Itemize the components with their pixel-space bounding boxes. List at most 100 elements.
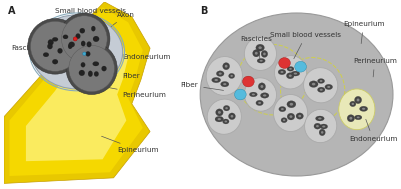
- Text: Small blood vessels: Small blood vessels: [270, 32, 342, 59]
- Ellipse shape: [312, 83, 315, 85]
- Ellipse shape: [349, 117, 352, 120]
- Ellipse shape: [206, 57, 242, 95]
- Text: Perineurium: Perineurium: [109, 88, 166, 98]
- Ellipse shape: [339, 89, 375, 130]
- Ellipse shape: [321, 131, 324, 134]
- Ellipse shape: [30, 21, 80, 71]
- Ellipse shape: [347, 115, 354, 122]
- Ellipse shape: [281, 118, 287, 123]
- Ellipse shape: [101, 66, 107, 71]
- Ellipse shape: [243, 76, 254, 87]
- Ellipse shape: [81, 62, 85, 67]
- Ellipse shape: [231, 75, 233, 77]
- Polygon shape: [26, 20, 128, 161]
- Ellipse shape: [309, 81, 318, 88]
- Ellipse shape: [354, 96, 362, 104]
- Ellipse shape: [219, 73, 222, 75]
- Ellipse shape: [295, 61, 306, 72]
- Ellipse shape: [80, 28, 85, 33]
- Ellipse shape: [261, 50, 268, 57]
- Text: Endoneurium: Endoneurium: [349, 119, 397, 142]
- Ellipse shape: [66, 43, 117, 94]
- Ellipse shape: [231, 115, 233, 118]
- Ellipse shape: [93, 62, 99, 66]
- Ellipse shape: [273, 94, 308, 132]
- Ellipse shape: [259, 60, 263, 62]
- Ellipse shape: [319, 129, 325, 136]
- Ellipse shape: [350, 101, 356, 107]
- Ellipse shape: [314, 123, 321, 129]
- Ellipse shape: [263, 53, 266, 55]
- Ellipse shape: [356, 98, 359, 101]
- Ellipse shape: [229, 73, 235, 78]
- Ellipse shape: [218, 118, 221, 120]
- Ellipse shape: [279, 58, 290, 68]
- Ellipse shape: [83, 52, 86, 55]
- Ellipse shape: [94, 71, 99, 77]
- Ellipse shape: [52, 37, 58, 41]
- Ellipse shape: [287, 67, 294, 71]
- Ellipse shape: [352, 103, 354, 105]
- Ellipse shape: [91, 26, 95, 31]
- Ellipse shape: [298, 115, 301, 117]
- Ellipse shape: [249, 92, 257, 97]
- Ellipse shape: [290, 115, 292, 118]
- Ellipse shape: [58, 48, 63, 53]
- Polygon shape: [4, 2, 150, 183]
- Text: Epineurium: Epineurium: [343, 21, 384, 44]
- Ellipse shape: [261, 85, 263, 88]
- Ellipse shape: [87, 42, 91, 47]
- Ellipse shape: [255, 52, 258, 55]
- Ellipse shape: [278, 69, 286, 75]
- Ellipse shape: [28, 19, 83, 74]
- Ellipse shape: [200, 13, 393, 176]
- Ellipse shape: [76, 33, 80, 39]
- Ellipse shape: [318, 79, 324, 83]
- Ellipse shape: [256, 100, 263, 106]
- Ellipse shape: [290, 103, 293, 106]
- Ellipse shape: [258, 83, 265, 90]
- Ellipse shape: [31, 15, 123, 89]
- Ellipse shape: [357, 116, 360, 118]
- Ellipse shape: [218, 111, 221, 114]
- Ellipse shape: [281, 108, 284, 110]
- Ellipse shape: [216, 109, 223, 116]
- Ellipse shape: [223, 119, 229, 124]
- Ellipse shape: [320, 89, 323, 91]
- Ellipse shape: [360, 106, 368, 111]
- Text: Perineurium: Perineurium: [353, 58, 397, 77]
- Ellipse shape: [283, 119, 286, 121]
- Text: Fiber: Fiber: [180, 82, 223, 90]
- Ellipse shape: [69, 42, 75, 47]
- Ellipse shape: [289, 74, 292, 77]
- Polygon shape: [10, 7, 143, 176]
- Ellipse shape: [354, 115, 362, 120]
- Ellipse shape: [318, 118, 322, 119]
- Ellipse shape: [59, 13, 110, 65]
- Ellipse shape: [291, 71, 300, 76]
- Ellipse shape: [48, 39, 54, 45]
- Ellipse shape: [244, 78, 277, 111]
- Ellipse shape: [225, 120, 227, 122]
- Ellipse shape: [287, 113, 295, 120]
- Ellipse shape: [256, 44, 264, 51]
- Ellipse shape: [325, 84, 332, 90]
- Ellipse shape: [221, 81, 229, 87]
- Text: Fiber: Fiber: [111, 73, 140, 79]
- Ellipse shape: [320, 124, 328, 129]
- Ellipse shape: [318, 87, 325, 92]
- Ellipse shape: [88, 71, 93, 77]
- Ellipse shape: [296, 113, 304, 119]
- Text: Fascicles: Fascicles: [240, 36, 272, 58]
- Ellipse shape: [235, 89, 246, 100]
- Text: Epineurium: Epineurium: [101, 136, 159, 153]
- Ellipse shape: [362, 108, 365, 110]
- Ellipse shape: [253, 50, 260, 57]
- Ellipse shape: [207, 99, 241, 134]
- Ellipse shape: [217, 71, 224, 76]
- Ellipse shape: [68, 44, 72, 49]
- Ellipse shape: [61, 16, 107, 62]
- Ellipse shape: [43, 53, 49, 57]
- Ellipse shape: [258, 102, 261, 104]
- Text: Fascicles: Fascicles: [11, 45, 47, 56]
